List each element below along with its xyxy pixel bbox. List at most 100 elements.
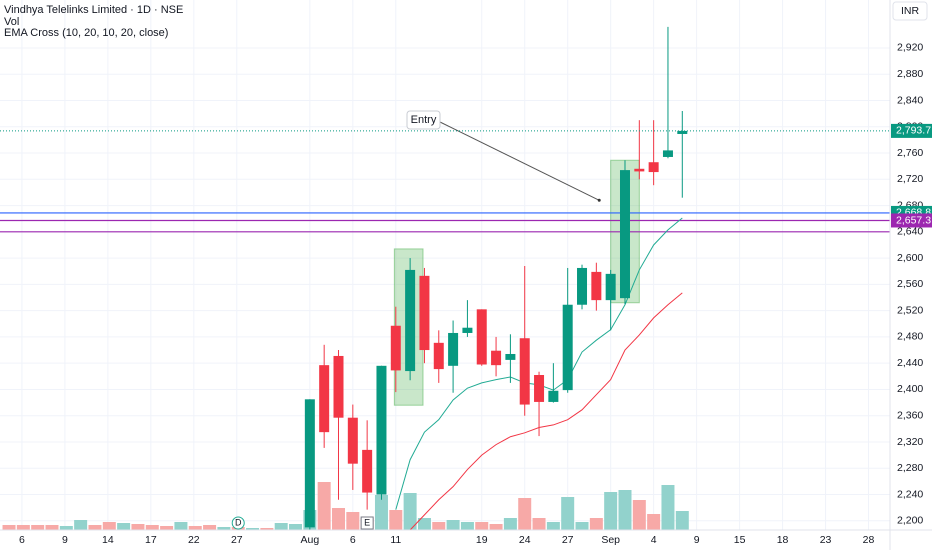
volume-bar — [432, 522, 446, 530]
y-tick-label: 2,200 — [897, 515, 923, 527]
x-tick-label: Sep — [601, 534, 620, 546]
annotation-arrow — [439, 121, 600, 201]
volume-bar — [289, 524, 303, 530]
candle-body — [605, 273, 616, 301]
y-tick-label: 2,840 — [897, 94, 923, 106]
volume-bar — [475, 522, 489, 530]
volume-bar — [59, 526, 73, 530]
volume-bar — [317, 482, 331, 530]
candle-body — [419, 275, 430, 351]
candle-body — [333, 355, 344, 418]
x-tick-label: 24 — [519, 534, 531, 546]
candle-body — [362, 449, 373, 493]
volume-bar — [260, 528, 274, 530]
candle-body — [648, 162, 659, 173]
candle-body — [505, 353, 516, 360]
candle-body — [619, 170, 630, 299]
annotation-point — [597, 198, 601, 202]
volume-bar — [31, 525, 45, 530]
price-label: 2,657.3 — [896, 214, 931, 226]
volume-bar — [16, 525, 30, 530]
candle-body — [519, 338, 530, 405]
candle-body — [577, 267, 588, 305]
ema-line — [409, 292, 683, 531]
candle-body — [677, 130, 688, 134]
candle-body — [491, 350, 502, 366]
volume-bar — [117, 523, 131, 530]
candle-body — [347, 417, 358, 464]
candle-body — [462, 327, 473, 333]
y-tick-label: 2,560 — [897, 278, 923, 290]
x-tick-label: 4 — [651, 534, 657, 546]
volume-bar — [503, 518, 517, 530]
x-tick-label: 28 — [863, 534, 875, 546]
candle-body — [634, 168, 645, 172]
candle-body — [662, 150, 673, 157]
x-tick-label: 27 — [231, 534, 243, 546]
volume-bar — [561, 497, 575, 530]
candle-body — [304, 399, 315, 528]
candle-body — [562, 304, 573, 391]
volume-bar — [532, 518, 546, 530]
volume-bar — [589, 518, 603, 530]
price-label-box — [891, 213, 932, 228]
volume-bar — [575, 522, 589, 530]
y-tick-label: 2,720 — [897, 173, 923, 185]
plot-area — [0, 0, 890, 531]
volume-bar — [246, 528, 260, 530]
x-tick-label: 23 — [820, 534, 832, 546]
candle-body — [591, 271, 602, 301]
volume-bar — [45, 525, 59, 530]
y-tick-label: 2,440 — [897, 357, 923, 369]
volume-bar — [446, 520, 460, 530]
y-tick-label: 2,880 — [897, 68, 923, 80]
y-tick-label: 2,760 — [897, 147, 923, 159]
price-label-box — [891, 123, 932, 138]
volume-bar — [618, 490, 632, 530]
y-tick-label: 2,360 — [897, 410, 923, 422]
currency[interactable]: INR — [901, 5, 920, 17]
volume-bar — [160, 526, 174, 530]
candle-body — [534, 375, 545, 402]
volume-bar — [188, 526, 202, 530]
event-label: E — [364, 517, 370, 527]
volume-bar — [174, 522, 188, 530]
currency-box[interactable] — [892, 1, 928, 21]
volume-legend: Vol — [4, 16, 19, 28]
annotation-box — [406, 110, 441, 130]
volume-bar — [632, 500, 646, 530]
volume-bar — [88, 525, 102, 530]
x-tick-label: 27 — [562, 534, 574, 546]
x-tick-label: 17 — [145, 534, 157, 546]
event-label: D — [235, 517, 242, 527]
annotation-label: Entry — [411, 114, 437, 126]
y-tick-label: 2,480 — [897, 331, 923, 343]
volume-bar — [131, 524, 145, 530]
x-tick-label: 22 — [188, 534, 200, 546]
candle-body — [376, 365, 387, 495]
volume-bar — [145, 525, 159, 530]
volume-bar — [203, 525, 217, 530]
candle-body — [476, 309, 487, 365]
indicator-legend: EMA Cross (10, 20, 10, 20, close) — [4, 27, 168, 39]
volume-bar — [403, 493, 417, 530]
volume-bar — [389, 510, 403, 530]
candle-body — [548, 390, 559, 402]
x-tick-label: 9 — [694, 534, 700, 546]
event-marker — [231, 516, 245, 530]
y-tick-label: 2,320 — [897, 436, 923, 448]
volume-bar — [217, 527, 231, 530]
y-tick-label: 2,640 — [897, 226, 923, 238]
volume-bar — [274, 523, 288, 530]
volume-bar — [102, 522, 116, 530]
price-label: 2,793.7 — [896, 125, 931, 137]
volume-bar — [675, 511, 689, 530]
volume-bar — [2, 525, 16, 530]
candle-body — [390, 325, 401, 371]
volume-bar — [661, 485, 675, 530]
volume-bar — [417, 518, 431, 530]
x-tick-label: 9 — [62, 534, 68, 546]
volume-bar — [346, 512, 360, 530]
volume-bar — [647, 514, 661, 530]
